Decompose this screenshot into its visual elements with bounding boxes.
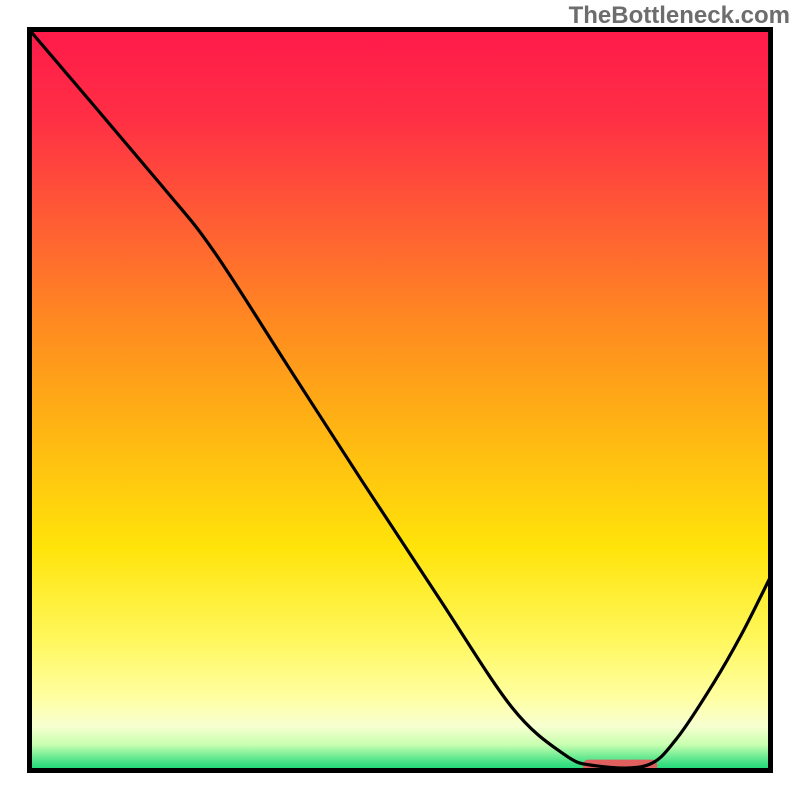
gradient-fill [30, 30, 771, 771]
chart-frame: TheBottleneck.com [0, 0, 800, 800]
bottleneck-chart [0, 0, 800, 800]
watermark-label: TheBottleneck.com [569, 2, 790, 30]
